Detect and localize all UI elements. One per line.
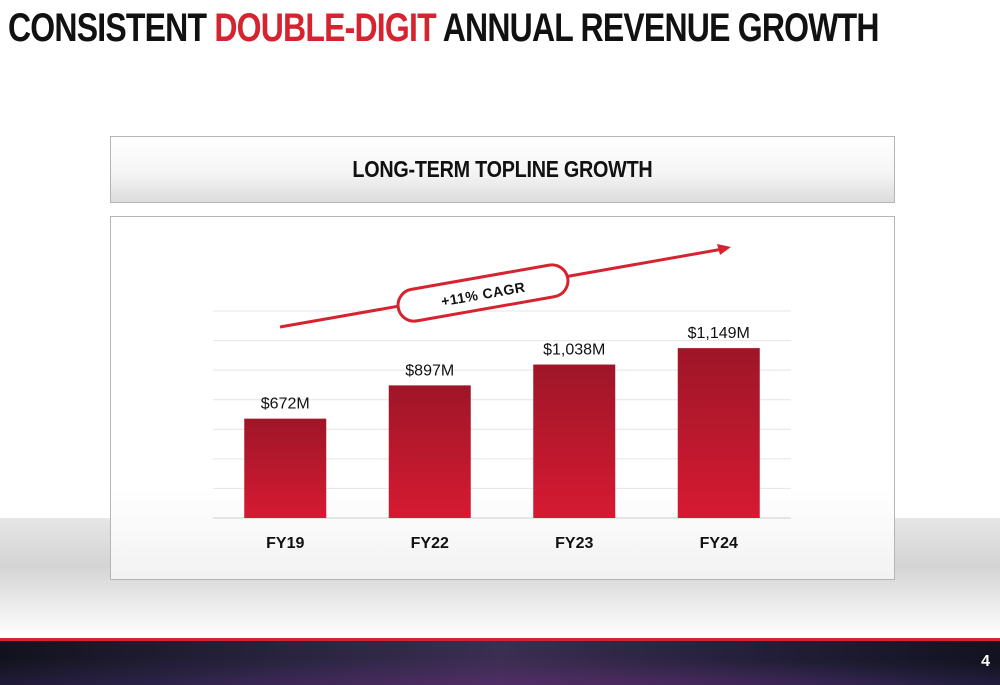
title-accent: DOUBLE-DIGIT [214,6,436,50]
data-label-fy23: $1,038M [543,342,605,359]
footer-band: 4 [0,638,1000,685]
category-label-fy24: FY24 [700,535,738,552]
bar-fy23 [533,364,616,518]
bar-chart: $672M $897M $1,038M $1,149M FY19 FY22 FY23 FY2… [213,244,791,552]
data-label-fy24: $1,149M [688,325,750,342]
category-label-fy19: FY19 [266,535,304,552]
data-label-fy22: $897M [405,362,454,379]
category-label-fy23: FY23 [555,535,593,552]
category-labels: FY19 FY22 FY23 FY24 [266,535,738,552]
chart-panel: $672M $897M $1,038M $1,149M FY19 FY22 FY23 FY2… [110,216,895,580]
title-part-1: CONSISTENT [8,6,215,50]
category-label-fy22: FY22 [411,535,449,552]
cagr-annotation: +11% CAGR [279,244,731,329]
data-labels: $672M $897M $1,038M $1,149M [261,325,750,413]
chart-title: LONG-TERM TOPLINE GROWTH [352,156,653,182]
page-title: CONSISTENT DOUBLE-DIGIT ANNUAL REVENUE G… [8,2,879,54]
bar-fy22 [388,385,471,518]
cagr-badge: +11% CAGR [396,263,570,323]
page-number: 4 [981,653,990,670]
cagr-arrowhead-icon [717,244,731,255]
bar-fy24 [677,348,760,518]
chart-title-box: LONG-TERM TOPLINE GROWTH [110,136,895,203]
bar-fy19 [244,418,327,518]
data-label-fy19: $672M [261,396,310,413]
bars [244,348,760,518]
title-part-2: ANNUAL REVENUE GROWTH [435,6,880,50]
